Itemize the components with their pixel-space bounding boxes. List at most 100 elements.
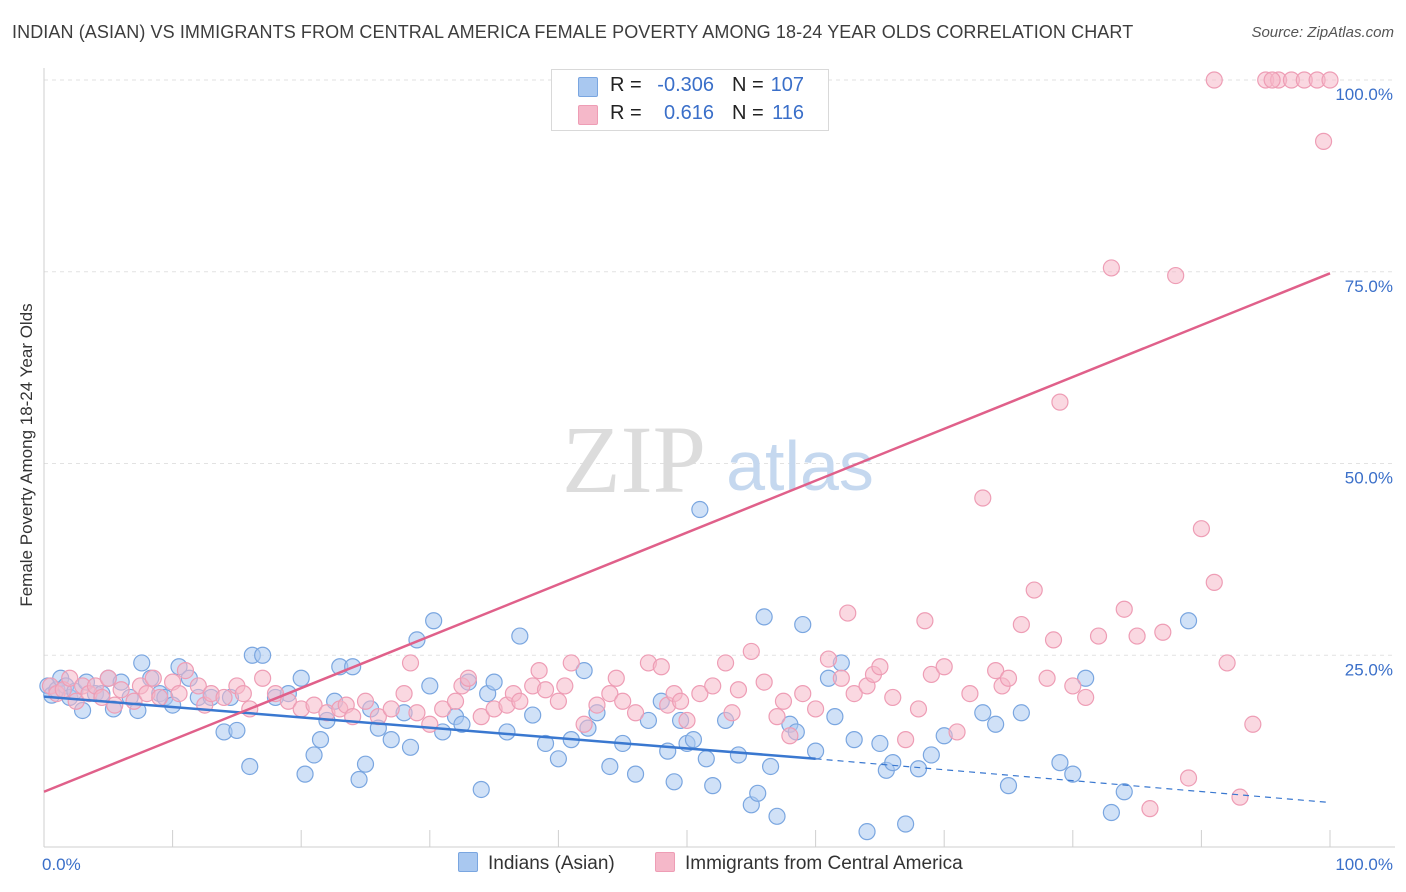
point-indians — [858, 823, 876, 841]
point-immigrants — [845, 684, 863, 703]
point-immigrants — [742, 642, 760, 661]
y-tick-label: 100.0% — [1335, 85, 1393, 104]
point-indians — [1179, 612, 1198, 630]
point-immigrants — [234, 684, 252, 703]
point-immigrants — [974, 489, 992, 507]
point-indians — [549, 750, 568, 768]
legend-item-immigrants[interactable]: Immigrants from Central America — [655, 852, 963, 875]
point-indians — [729, 746, 748, 764]
x-tick-label-max: 100.0% — [1335, 855, 1393, 874]
point-immigrants — [1154, 623, 1172, 641]
point-immigrants — [1192, 520, 1211, 538]
legend-r-value: -0.306 — [657, 74, 714, 96]
point-immigrants — [729, 681, 748, 699]
point-immigrants — [556, 677, 574, 695]
point-immigrants — [671, 692, 690, 710]
point-immigrants — [472, 708, 490, 726]
point-immigrants — [305, 696, 323, 714]
point-indians — [511, 627, 529, 645]
point-indians — [974, 704, 992, 722]
point-immigrants — [704, 677, 722, 695]
x-tick-label-min: 0.0% — [42, 855, 81, 874]
point-indians — [350, 770, 368, 789]
point-immigrants — [922, 665, 940, 684]
point-immigrants — [774, 692, 793, 710]
point-immigrants — [1244, 715, 1262, 733]
legend-row-indians: R = -0.306 N = 107 — [552, 73, 828, 99]
point-immigrants — [716, 654, 735, 672]
point-immigrants — [215, 688, 233, 707]
point-indians — [922, 746, 940, 764]
point-indians — [684, 731, 703, 749]
point-indians — [626, 765, 645, 783]
point-immigrants — [1263, 71, 1281, 89]
legend-item-indians[interactable]: Indians (Asian) — [458, 852, 615, 875]
point-immigrants — [106, 696, 124, 714]
point-immigrants — [1205, 71, 1223, 89]
point-immigrants — [151, 688, 169, 707]
point-indians — [768, 807, 786, 825]
point-immigrants — [909, 700, 928, 718]
y-tick-label: 75.0% — [1345, 277, 1393, 296]
point-immigrants — [794, 684, 812, 703]
point-immigrants — [1321, 71, 1339, 89]
point-immigrants — [170, 684, 188, 703]
point-immigrants — [511, 692, 529, 710]
point-indians — [749, 784, 767, 802]
point-immigrants — [112, 681, 130, 699]
point-immigrants — [1044, 631, 1063, 649]
point-immigrants — [607, 669, 625, 687]
point-indians — [871, 734, 889, 753]
point-indians — [425, 612, 443, 630]
point-indians — [639, 711, 658, 730]
grid — [44, 79, 1395, 656]
point-indians — [1102, 803, 1120, 822]
point-indians — [382, 731, 400, 749]
point-immigrants — [678, 711, 696, 730]
point-indians — [524, 706, 542, 724]
watermark-zip: ZIP — [562, 406, 706, 513]
point-indians — [305, 746, 323, 764]
point-indians — [453, 715, 471, 733]
point-indians — [704, 777, 722, 795]
legend-r-value: 0.616 — [663, 102, 714, 124]
point-immigrants — [1115, 600, 1133, 618]
point-immigrants — [691, 684, 709, 703]
point-indians — [296, 765, 314, 783]
trendline-immigrants — [43, 272, 1331, 793]
point-immigrants — [614, 692, 632, 710]
point-indians — [691, 500, 709, 519]
point-immigrants — [67, 692, 85, 710]
point-immigrants — [999, 669, 1018, 687]
y-tick-label: 50.0% — [1345, 469, 1393, 488]
point-immigrants — [530, 661, 548, 680]
point-immigrants — [1167, 266, 1185, 285]
point-indians — [909, 760, 928, 778]
point-immigrants — [1179, 769, 1198, 787]
point-indians — [1077, 669, 1095, 687]
point-indians — [254, 646, 272, 664]
point-immigrants — [382, 700, 400, 718]
legend-n-label: N = — [732, 102, 764, 124]
point-immigrants — [916, 612, 934, 630]
point-indians — [987, 715, 1005, 733]
trendline-indians — [43, 695, 816, 761]
point-indians — [498, 723, 516, 741]
point-indians — [356, 755, 375, 773]
point-indians — [472, 780, 490, 799]
point-indians — [421, 677, 439, 695]
point-immigrants — [897, 731, 915, 749]
point-immigrants — [434, 700, 452, 718]
point-indians — [1115, 783, 1133, 801]
point-immigrants — [1205, 573, 1223, 591]
point-indians — [1051, 754, 1069, 772]
point-immigrants — [987, 661, 1005, 680]
point-immigrants — [61, 669, 79, 687]
point-immigrants — [575, 715, 593, 733]
point-indians — [845, 731, 863, 749]
point-immigrants — [884, 688, 902, 707]
point-immigrants — [189, 677, 207, 695]
point-immigrants — [723, 704, 741, 722]
point-immigrants — [1077, 688, 1095, 707]
